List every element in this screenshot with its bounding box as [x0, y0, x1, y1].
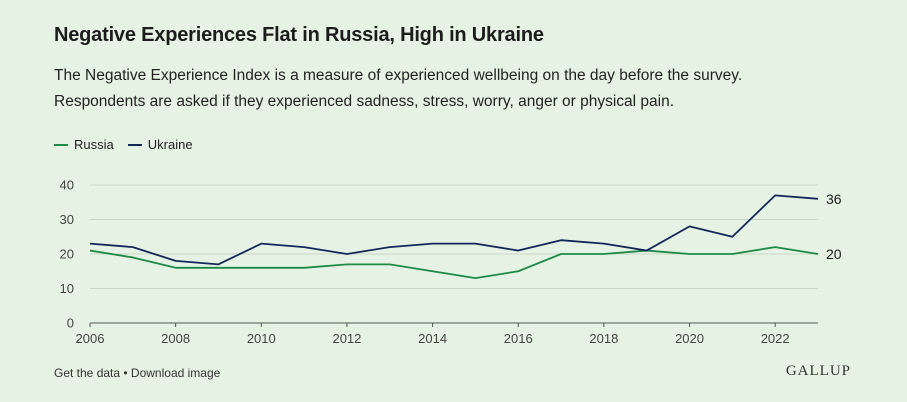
x-tick-2010: 2010: [247, 331, 276, 346]
x-tick-2018: 2018: [589, 331, 618, 346]
legend-swatch-russia: [54, 143, 68, 146]
end-label-russia: 20: [826, 246, 842, 262]
x-axis-ticks: 2006 2008 2010 2012 2014 2016 2018 2020 2022: [76, 323, 790, 346]
series-line-ukraine: [89, 194, 819, 266]
download-image-link[interactable]: Download image: [130, 366, 221, 380]
legend-label-russia: Russia: [74, 137, 114, 152]
legend-item-russia: Russia: [54, 137, 114, 152]
chart-subtitle: The Negative Experience Index is a measu…: [54, 63, 854, 115]
legend-item-ukraine: Ukraine: [127, 137, 193, 152]
y-tick-0: 0: [67, 316, 74, 331]
footer-separator: •: [120, 366, 131, 380]
x-tick-2022: 2022: [761, 331, 790, 346]
x-tick-2020: 2020: [675, 331, 704, 346]
footer-links: Get the data • Download image: [54, 366, 220, 380]
gallup-logo: GALLUP: [785, 363, 851, 379]
y-tick-40: 40: [60, 178, 74, 193]
x-tick-2016: 2016: [504, 331, 533, 346]
y-tick-10: 10: [60, 281, 74, 296]
x-tick-2008: 2008: [161, 331, 190, 346]
x-tick-2006: 2006: [76, 331, 105, 346]
subtitle-line-2: Respondents are asked if they experience…: [54, 93, 675, 110]
subtitle-line-1: The Negative Experience Index is a measu…: [54, 67, 743, 84]
end-label-ukraine: 36: [826, 191, 842, 207]
series-lines: [89, 194, 819, 280]
x-tick-2012: 2012: [332, 331, 361, 346]
y-tick-30: 30: [60, 212, 74, 227]
get-data-link[interactable]: Get the data: [54, 366, 121, 380]
series-line-russia: [89, 246, 819, 280]
chart-title: Negative Experiences Flat in Russia, Hig…: [54, 24, 544, 46]
legend-label-ukraine: Ukraine: [147, 137, 193, 152]
legend-swatch-ukraine: [127, 143, 142, 146]
x-tick-2014: 2014: [418, 331, 447, 346]
legend: Russia Ukraine: [54, 137, 193, 152]
grid: [90, 184, 818, 324]
y-axis-ticks: 0 10 20 30 40: [60, 178, 74, 331]
y-tick-20: 20: [60, 247, 74, 262]
